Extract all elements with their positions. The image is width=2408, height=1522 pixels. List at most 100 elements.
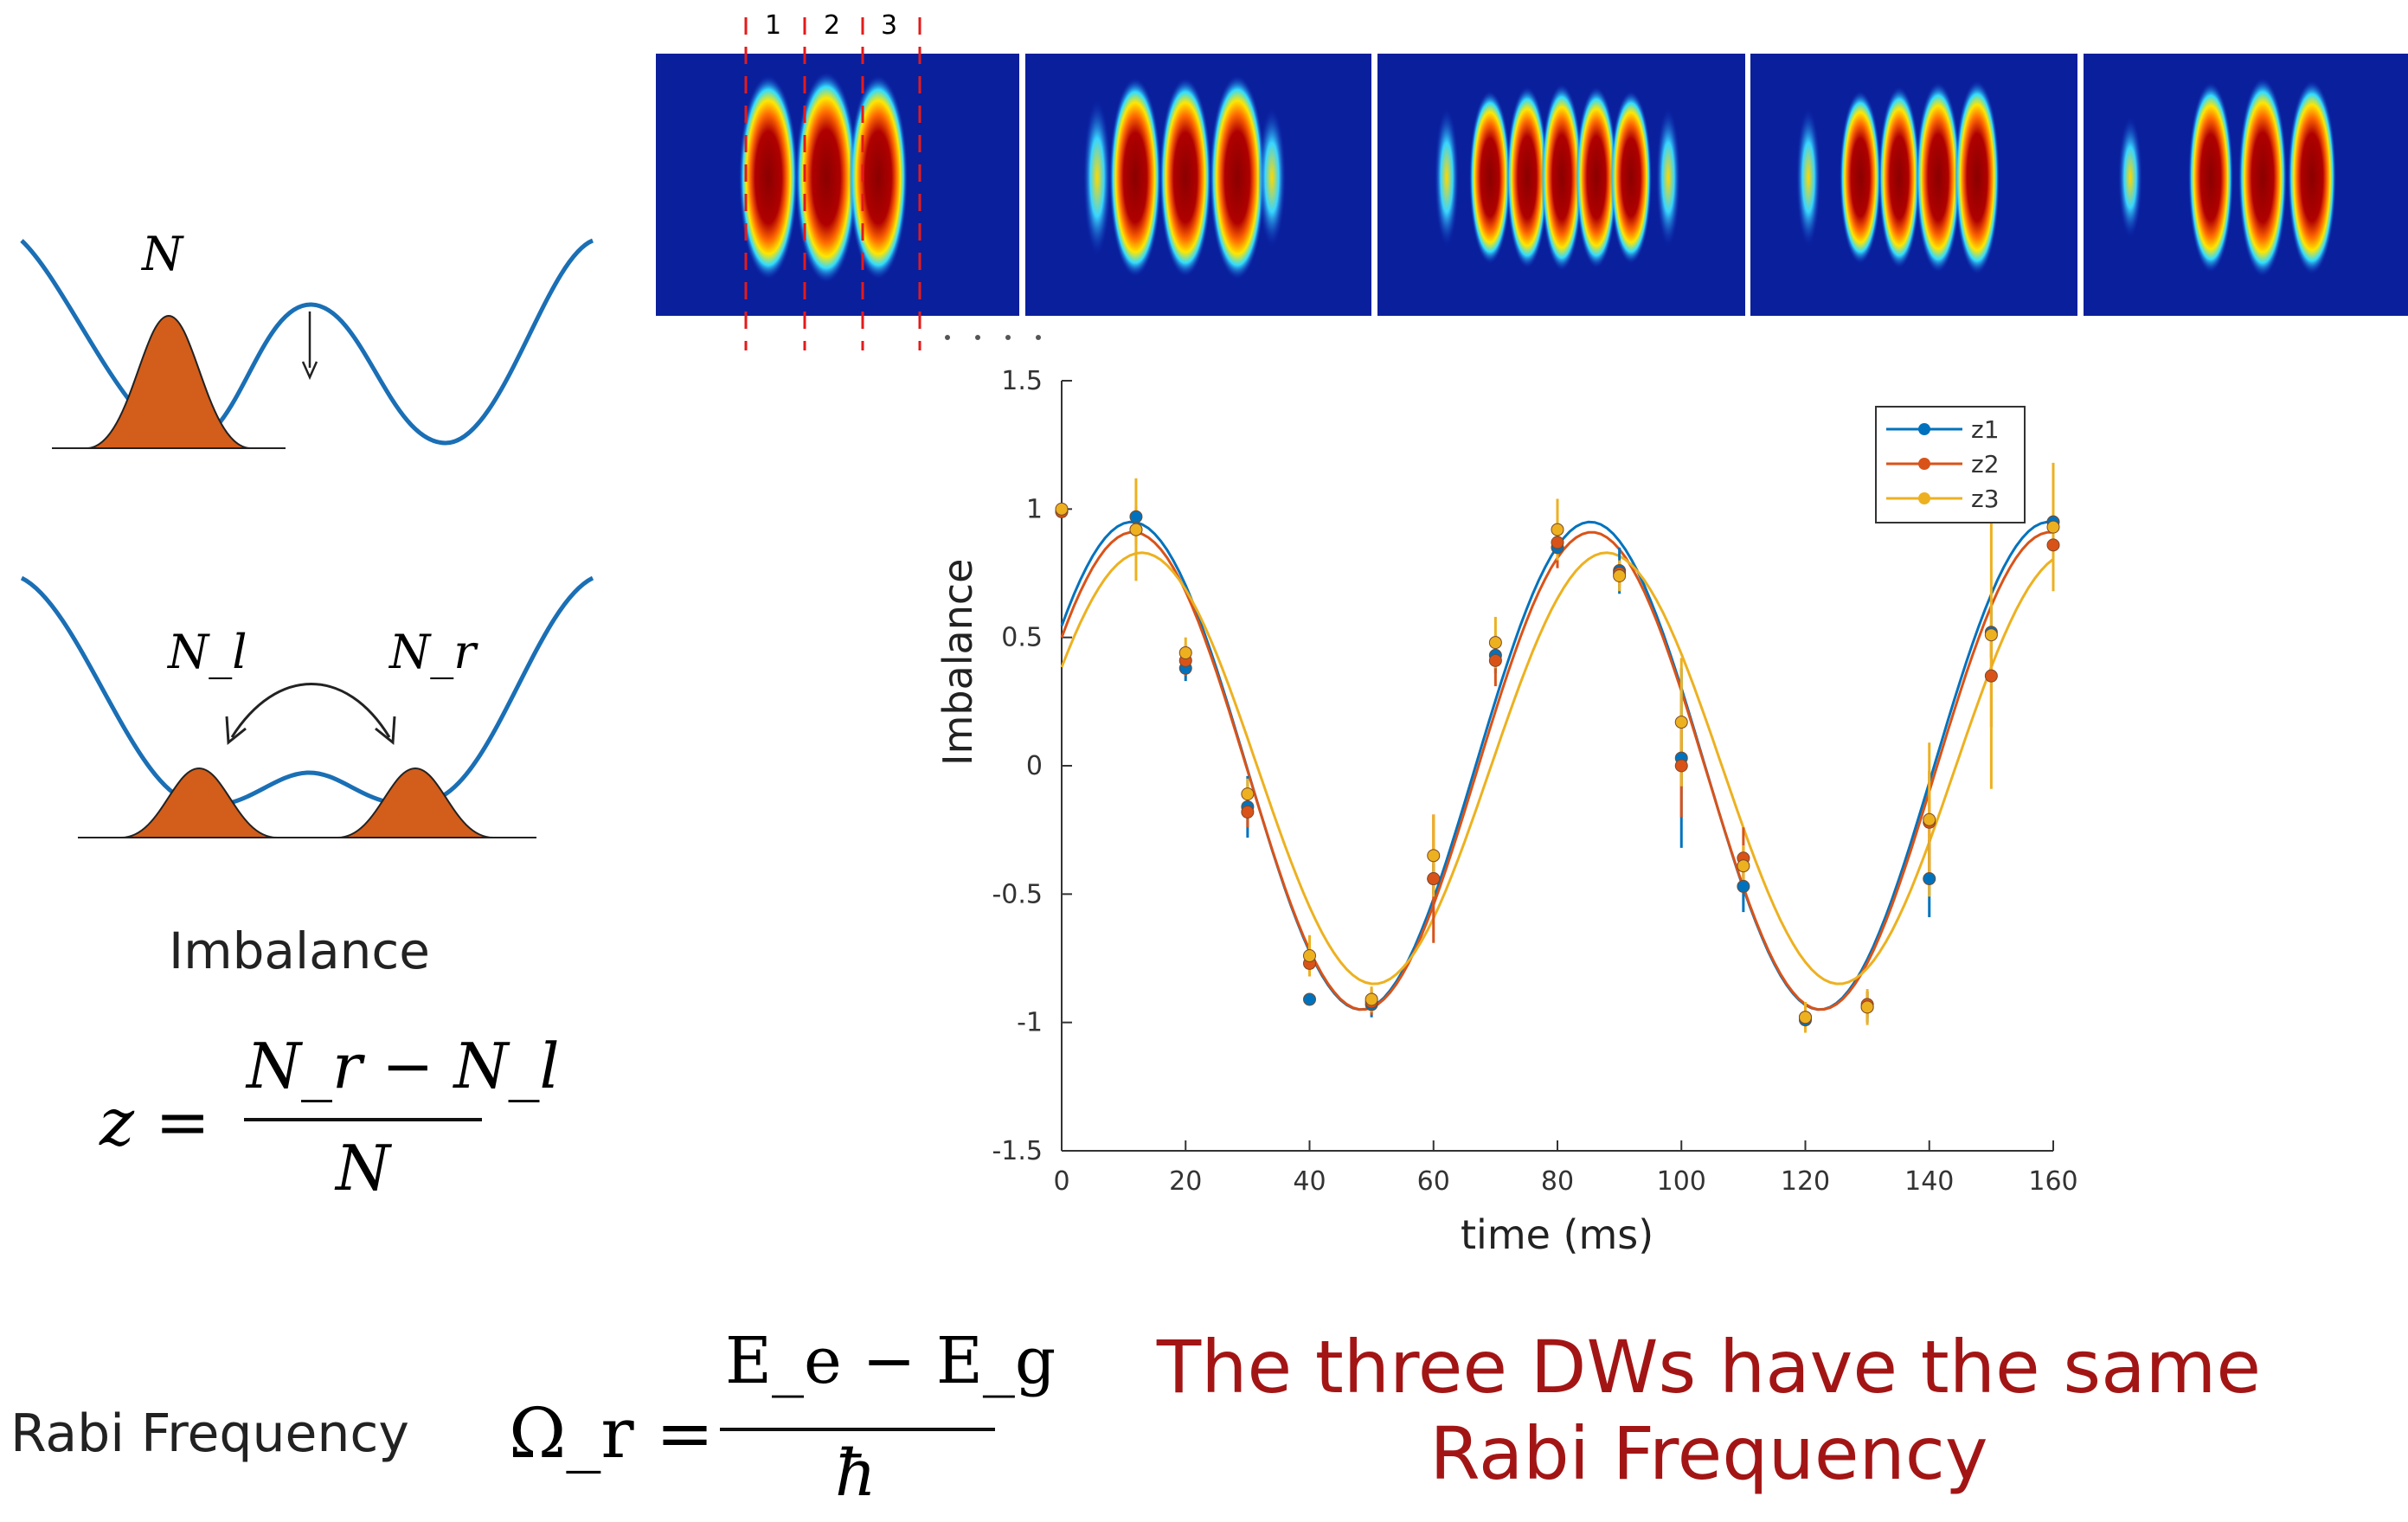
data-point-z1 xyxy=(1365,998,1378,1011)
column-label-2: 2 xyxy=(824,10,841,41)
y-tick-label: 0.5 xyxy=(1001,623,1043,653)
left-arrow-head-icon xyxy=(225,716,247,745)
data-point-z2 xyxy=(1737,851,1750,865)
rabi-lhs: Ω_r = xyxy=(509,1393,715,1474)
conclusion-line-2: Rabi Frequency xyxy=(1429,1411,1988,1496)
image-panel-4 xyxy=(1750,54,2077,316)
imbalance-caption: Imbalance xyxy=(169,922,430,980)
legend-label-z2: z2 xyxy=(1971,450,2000,478)
single-well-wavepacket xyxy=(86,314,252,449)
x-tick-label: 120 xyxy=(1781,1166,1830,1197)
image-panel-3 xyxy=(1377,54,1745,316)
data-point-z1 xyxy=(1984,626,1998,639)
data-point-z2 xyxy=(1303,956,1316,970)
left-well-label: N_l xyxy=(168,625,247,679)
legend-box xyxy=(1875,406,2026,523)
image-panel-5 xyxy=(2084,54,2408,316)
data-point-z3 xyxy=(1674,716,1688,729)
single-well-diagram xyxy=(20,238,594,449)
data-point-z2 xyxy=(1365,995,1378,1009)
data-point-z3 xyxy=(1178,645,1192,659)
left-wavepacket xyxy=(120,767,278,838)
data-point-z3 xyxy=(1303,949,1316,963)
x-tick-label: 100 xyxy=(1657,1166,1706,1197)
tunneling-arrow-icon xyxy=(230,683,391,738)
arrow-head-icon xyxy=(301,361,318,381)
data-point-z1 xyxy=(1799,1013,1812,1027)
data-point-z1 xyxy=(1427,872,1441,886)
trailing-dots xyxy=(945,335,1041,340)
data-point-z3 xyxy=(1055,502,1069,516)
y-tick-label: -1 xyxy=(1017,1008,1043,1038)
conclusion-text: The three DWs have the same Rabi Frequen… xyxy=(1082,1324,2336,1497)
column-label-3: 3 xyxy=(881,10,898,41)
rabi-fraction-bar xyxy=(720,1428,995,1431)
image-panel-1 xyxy=(656,54,1019,316)
x-axis-label: time (ms) xyxy=(1461,1211,1654,1258)
data-point-z1 xyxy=(1674,751,1688,765)
right-wavepacket xyxy=(337,767,494,838)
imbalance-numerator: N_r − N_l xyxy=(247,1030,560,1102)
single-well-potential xyxy=(20,238,594,446)
data-point-z2 xyxy=(1178,653,1192,667)
single-well-label: N xyxy=(142,227,183,281)
column-dividers xyxy=(744,17,921,350)
data-point-z3 xyxy=(1365,992,1378,1006)
data-point-z3 xyxy=(1613,568,1627,582)
x-tick-label: 20 xyxy=(1169,1166,1202,1197)
data-point-z1 xyxy=(1241,800,1255,813)
data-point-z2 xyxy=(1984,669,1998,683)
x-tick-label: 160 xyxy=(2028,1166,2077,1197)
data-point-z2 xyxy=(1923,815,1936,829)
conclusion-line-1: The three DWs have the same xyxy=(1156,1325,2262,1410)
legend-marker-z2 xyxy=(1918,458,1930,470)
fit-curve-z3 xyxy=(1060,551,2054,986)
data-point-z2 xyxy=(1674,759,1688,773)
double-well-potential xyxy=(20,575,594,808)
data-point-z3 xyxy=(1488,636,1502,650)
x-tick-label: 140 xyxy=(1904,1166,1954,1197)
x-tick-label: 80 xyxy=(1541,1166,1574,1197)
y-tick-label: -0.5 xyxy=(992,879,1043,909)
data-point-z2 xyxy=(1129,523,1143,536)
data-point-z3 xyxy=(2046,520,2060,534)
y-tick-label: 1.5 xyxy=(1001,366,1043,396)
x-tick-label: 40 xyxy=(1293,1166,1326,1197)
legend-label-z1: z1 xyxy=(1971,415,2000,444)
image-strip xyxy=(656,17,2408,350)
legend-label-z3: z3 xyxy=(1971,485,2000,513)
data-point-z1 xyxy=(1923,872,1936,886)
right-well-label: N_r xyxy=(389,625,477,679)
y-axis-label: Imbalance xyxy=(934,558,981,766)
imbalance-fraction-bar xyxy=(244,1118,482,1121)
imbalance-denominator: N xyxy=(336,1132,390,1204)
data-point-z3 xyxy=(1241,787,1255,801)
column-label-1: 1 xyxy=(765,10,782,41)
data-point-z1 xyxy=(1488,648,1502,662)
fit-curve-z1 xyxy=(1060,520,2054,1011)
data-point-z2 xyxy=(1241,805,1255,819)
data-point-z1 xyxy=(1737,879,1750,893)
data-point-z3 xyxy=(1984,628,1998,642)
data-point-z3 xyxy=(1551,523,1564,536)
rabi-label: Rabi Frequency xyxy=(10,1403,409,1464)
rabi-denominator: ħ xyxy=(835,1436,877,1511)
data-point-z1 xyxy=(1303,992,1316,1006)
y-tick-label: 1 xyxy=(1026,494,1043,524)
data-point-z2 xyxy=(1427,872,1441,886)
data-point-z2 xyxy=(1799,1011,1812,1024)
x-tick-label: 0 xyxy=(1053,1166,1069,1197)
data-point-z2 xyxy=(2046,538,2060,552)
data-point-z1 xyxy=(1551,541,1564,555)
rabi-numerator: E_e − E_g xyxy=(725,1324,1056,1398)
fit-curve-z2 xyxy=(1060,530,2053,1011)
data-point-z1 xyxy=(1178,661,1192,675)
data-point-z1 xyxy=(1860,1000,1874,1014)
data-point-z2 xyxy=(1488,653,1502,667)
data-point-z3 xyxy=(1737,859,1750,873)
data-point-z2 xyxy=(1860,998,1874,1011)
data-point-z3 xyxy=(1427,849,1441,863)
double-well-diagram xyxy=(20,575,594,838)
data-point-z2 xyxy=(1613,567,1627,580)
data-point-z1 xyxy=(1613,564,1627,578)
